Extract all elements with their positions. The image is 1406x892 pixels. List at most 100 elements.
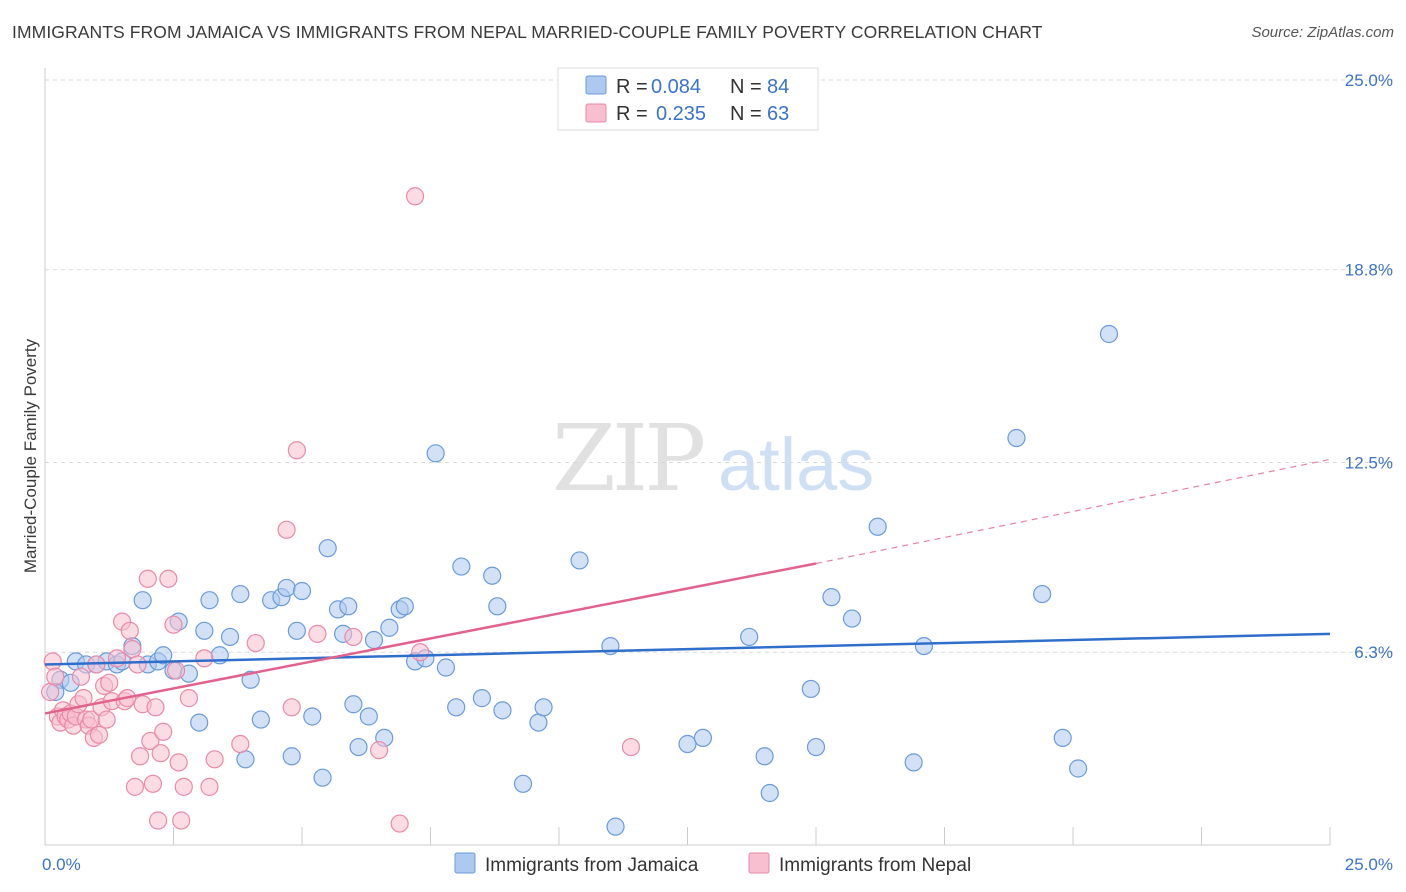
- jamaica-point: [380, 618, 399, 637]
- nepal-point: [41, 682, 60, 702]
- nepal-point: [174, 777, 193, 796]
- jamaica-point: [303, 707, 322, 726]
- nepal-point: [141, 731, 160, 751]
- jamaica-point: [760, 783, 779, 803]
- legend-n-value-jamaica: 84: [767, 76, 789, 98]
- jamaica-point: [231, 584, 250, 604]
- nepal-point: [308, 624, 327, 643]
- nepal-point: [282, 698, 301, 717]
- legend-n-label-jamaica: N =: [730, 76, 762, 98]
- nepal-point: [411, 643, 430, 662]
- jamaica-point: [483, 566, 502, 585]
- jamaica-point: [190, 713, 209, 732]
- bottom-legend-swatch-jamaica: [454, 852, 476, 874]
- jamaica-point: [200, 591, 219, 610]
- nepal-point: [89, 725, 109, 744]
- jamaica-point: [801, 679, 820, 699]
- nepal-point: [169, 753, 188, 772]
- jamaica-point: [436, 658, 456, 677]
- watermark: ZIP atlas: [552, 405, 874, 512]
- legend-n-value-nepal: 63: [767, 103, 789, 125]
- jamaica-point: [842, 609, 862, 628]
- jamaica-point: [570, 551, 589, 570]
- jamaica-point: [344, 695, 363, 714]
- points-layer: [41, 187, 1119, 836]
- nepal-point: [46, 667, 65, 686]
- nepal-point: [107, 649, 127, 668]
- jamaica-point: [426, 444, 445, 463]
- bottom-legend-label-jamaica: Immigrants from Jamaica: [485, 855, 699, 876]
- jamaica-point: [904, 753, 923, 772]
- ticks-layer: 6.3% 12.5% 18.8% 25.0% 0.0% 25.0%: [42, 71, 1393, 874]
- legend-r-label-nepal: R =: [616, 103, 648, 125]
- legend-n-label-nepal: N =: [730, 103, 762, 125]
- jamaica-point: [493, 701, 512, 720]
- nepal-point: [179, 689, 199, 708]
- trend-layer: [44, 458, 1331, 715]
- nepal-point: [138, 569, 157, 588]
- grid-layer: [45, 79, 1394, 653]
- y-tick-label: 25.0%: [1345, 71, 1393, 90]
- jamaica-point: [488, 597, 507, 616]
- jamaica-point: [292, 581, 312, 601]
- jamaica-point: [359, 707, 378, 726]
- nepal-point: [205, 750, 224, 769]
- nepal-point: [125, 777, 145, 796]
- x-tick-label: 0.0%: [42, 855, 81, 874]
- legend-swatch-nepal: [585, 103, 607, 123]
- jamaica-point: [693, 728, 713, 748]
- nepal-point: [390, 814, 409, 833]
- jamaica-point: [822, 588, 841, 607]
- jamaica-point: [287, 621, 306, 640]
- jamaica-point: [318, 539, 337, 558]
- jamaica-point: [251, 710, 270, 729]
- legend-r-value-jamaica: 0.084: [651, 76, 701, 98]
- jamaica-point: [282, 747, 301, 766]
- jamaica-point: [868, 517, 887, 536]
- jamaica-point: [678, 734, 697, 754]
- legend-swatch-jamaica: [585, 75, 607, 95]
- nepal-point: [154, 722, 173, 741]
- nepal-point: [200, 777, 219, 796]
- jamaica-point: [513, 774, 533, 793]
- watermark-zip: ZIP: [552, 405, 703, 512]
- jamaica-point: [452, 557, 471, 576]
- jamaica-point: [606, 817, 625, 836]
- jamaica-point: [277, 578, 296, 598]
- nepal-point: [123, 640, 142, 659]
- chart-source: Source: ZipAtlas.com: [1251, 24, 1394, 41]
- nepal-point: [621, 737, 641, 757]
- nepal-point: [159, 569, 178, 588]
- bottom-legend: Immigrants from Jamaica Immigrants from …: [454, 852, 971, 876]
- jamaica-point: [806, 737, 826, 757]
- nepal-point: [231, 734, 250, 754]
- jamaica-point: [395, 597, 414, 616]
- nepal-point: [246, 633, 265, 653]
- jamaica-point: [534, 698, 553, 717]
- jamaica-point: [1007, 428, 1026, 448]
- nepal-point: [195, 649, 214, 668]
- jamaica-point: [755, 747, 774, 766]
- bottom-legend-swatch-nepal: [748, 852, 770, 874]
- jamaica-point: [236, 750, 255, 769]
- jamaica-point: [154, 646, 173, 665]
- jamaica-point: [195, 621, 214, 640]
- nepal-point: [128, 655, 147, 674]
- jamaica-point: [220, 627, 240, 647]
- nepal-point: [277, 520, 296, 539]
- nepal-point: [287, 441, 306, 460]
- jamaica-point: [529, 713, 548, 732]
- y-tick-label: 18.8%: [1345, 261, 1393, 280]
- y-tick-label: 12.5%: [1345, 454, 1393, 473]
- jamaica-point: [1053, 728, 1072, 748]
- jamaica-point: [1099, 324, 1119, 344]
- nepal-point: [148, 811, 168, 830]
- legend-r-value-nepal: 0.235: [656, 103, 706, 125]
- jamaica-point: [313, 768, 332, 787]
- jamaica-point: [349, 737, 368, 757]
- jamaica-point: [914, 636, 934, 656]
- jamaica-point: [133, 591, 152, 610]
- nepal-point: [146, 698, 165, 717]
- chart-title: IMMIGRANTS FROM JAMAICA VS IMMIGRANTS FR…: [12, 22, 1043, 42]
- nepal-point: [151, 744, 170, 763]
